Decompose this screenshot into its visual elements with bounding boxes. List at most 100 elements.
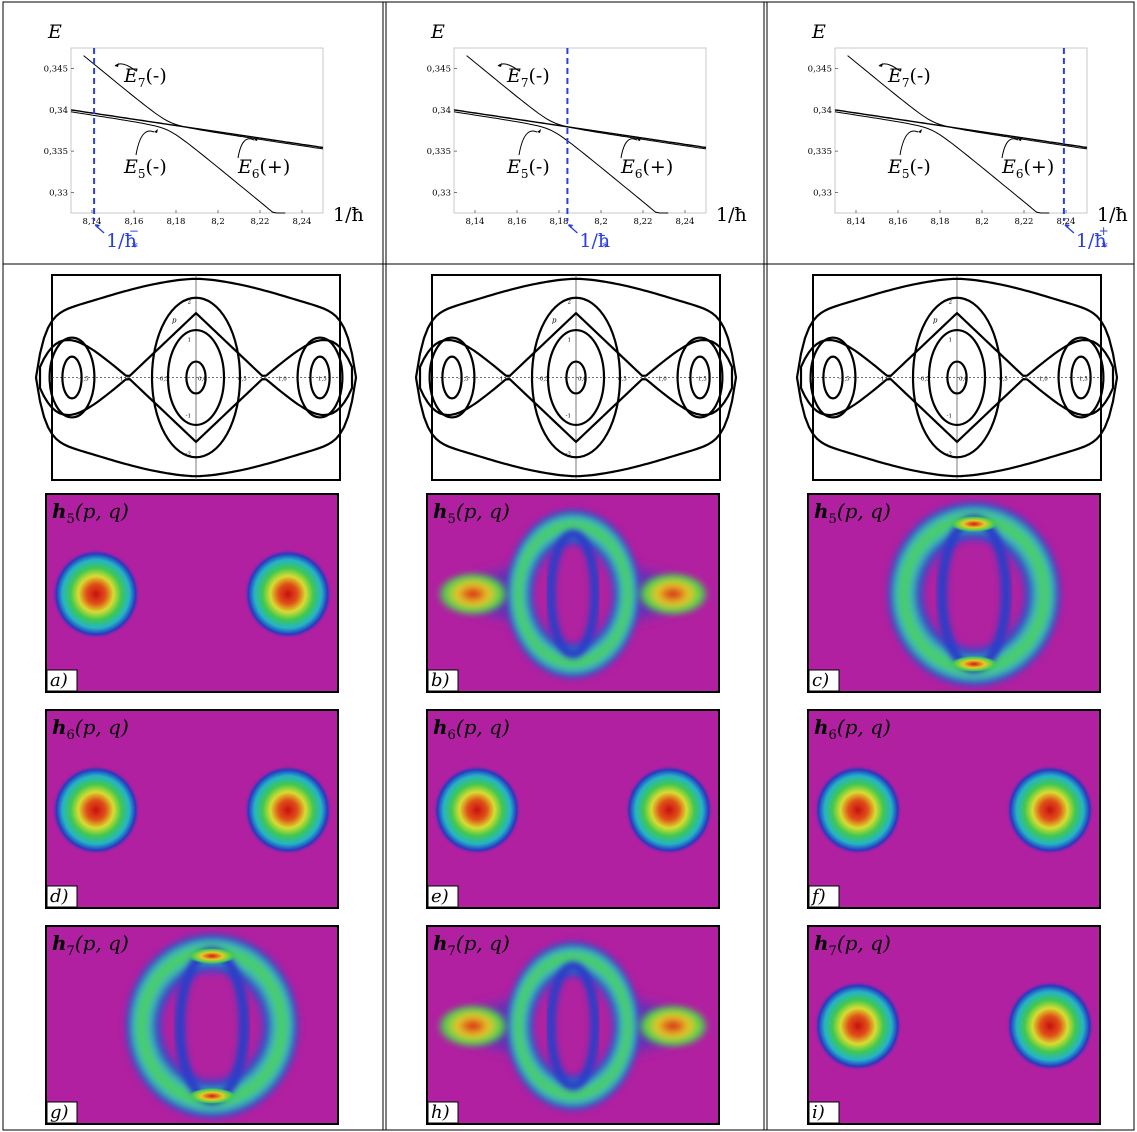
level-label-e5: E5(-) (506, 156, 550, 181)
energy-axis-label: E (47, 21, 62, 43)
husimi-panel-c: h5(p, q) c) (807, 493, 1101, 693)
mixed-side-peak (637, 572, 709, 616)
panel-letter-box (427, 669, 459, 692)
phase-orbit (34, 277, 358, 478)
phase-orbit (48, 336, 96, 419)
p-axis-label: p (172, 316, 177, 324)
turning-point-peak (950, 656, 998, 672)
energy-axis-label: E (430, 21, 445, 43)
y-tick-label: 0,34 (432, 106, 451, 116)
panel-letter: c) (812, 670, 829, 691)
x-tick-label: 8,14 (466, 217, 485, 227)
p-axis-label: p (933, 316, 938, 324)
density-peak (52, 549, 140, 639)
q-tick-label: 0,0 (578, 377, 587, 383)
mixed-side-peak (637, 1004, 709, 1048)
phase-orbit (809, 336, 857, 419)
level-label-e6: E6(+) (237, 156, 290, 181)
phase-orbit (565, 360, 587, 395)
q-tick-label: 1,5 (318, 377, 327, 383)
panel-letter-box (808, 1101, 840, 1124)
q-tick-label: 1,0 (278, 377, 287, 383)
label-arrow (135, 130, 155, 156)
husimi-panel-h: h7(p, q) h) (426, 925, 720, 1125)
energy-level-curve (834, 111, 1050, 214)
q-tick-label: 1,0 (1039, 377, 1048, 383)
husimi-label: h5(p, q) (433, 499, 510, 527)
phase-orbit (61, 355, 83, 400)
y-tick-label: 0,34 (813, 106, 832, 116)
x-tick-label: 8,18 (931, 217, 950, 227)
panel-letter: f) (810, 886, 826, 907)
density-peak (244, 549, 332, 639)
hbar-axis-label: 1/ħ (716, 204, 747, 226)
q-tick-label: -1,5 (839, 377, 850, 383)
panel-letter-box (46, 885, 78, 908)
y-tick-label: 0,345 (808, 65, 832, 75)
q-tick-label: -0,5 (919, 377, 930, 383)
x-tick-label: 8,2 (975, 217, 989, 227)
energy-level-curve (466, 55, 707, 150)
arrow-head (154, 129, 158, 133)
panel-letter: h) (431, 1102, 450, 1123)
phase-orbit (530, 296, 622, 459)
y-tick-label: 0,34 (49, 106, 68, 116)
phase-orbit (38, 311, 354, 444)
critical-hbar-label: 1/ħ− * (106, 224, 139, 254)
energy-level-curve (453, 109, 707, 149)
husimi-panel-d: h6(p, q) d) (45, 709, 339, 909)
density-peak (814, 765, 902, 855)
q-tick-label: 0,0 (198, 377, 207, 383)
y-tick-label: 0,33 (432, 188, 451, 198)
q-tick-label: -1,0 (498, 377, 509, 383)
husimi-panels: h5(p, q) a) h5(p, q) b) h5(p, q) c) h6(p, q) d)… (45, 493, 1101, 1125)
q-tick-label: 0,0 (959, 377, 968, 383)
phase-orbit (418, 311, 734, 444)
panel-letter-box (427, 1101, 459, 1124)
energy-level-curve (70, 109, 324, 149)
level-label-e5: E5(-) (887, 156, 931, 181)
phase-orbit (799, 311, 1115, 444)
arrow-head (254, 137, 258, 141)
plot-frame (453, 47, 707, 214)
mixed-core (546, 961, 600, 1091)
level-label-e7: E7(-) (506, 65, 550, 90)
energy-level-curve (453, 111, 669, 214)
x-tick-label: 8,14 (847, 217, 866, 227)
husimi-panel-e: h6(p, q) e) (426, 709, 720, 909)
arrow-head (1064, 224, 1070, 228)
critical-hbar-label: 1/ħ* (579, 230, 610, 254)
husimi-panel-f: h6(p, q) f) (807, 709, 1101, 909)
q-tick-label: -0,5 (538, 377, 549, 383)
y-tick-label: 0,345 (427, 65, 451, 75)
turning-point-peak (188, 948, 236, 964)
hbar-axis-label: 1/ħ (333, 204, 364, 226)
label-arrow (518, 130, 538, 156)
arrow-head (1018, 137, 1022, 141)
husimi-label: h5(p, q) (52, 499, 129, 527)
x-tick-label: 8,24 (676, 217, 695, 227)
panel-letter-box (808, 669, 840, 692)
phase-portrait-1: -1,5 -1,0 -0,5 0,0 0,5 1,0 1,5 2 1 -1 -2 p (34, 274, 358, 481)
energy-level-curve (847, 55, 1088, 150)
phase-orbit (795, 277, 1119, 478)
x-tick-label: 8,22 (634, 217, 653, 227)
p-axis-label: p (552, 316, 557, 324)
level-label-e6: E6(+) (1001, 156, 1054, 181)
arrow-head (95, 224, 101, 228)
density-peak (1006, 765, 1094, 855)
arrow-head (918, 129, 922, 133)
p-tick-label: 1 (568, 338, 572, 344)
density-peak (52, 765, 140, 855)
q-tick-label: 1,0 (658, 377, 667, 383)
phase-orbit (927, 328, 987, 427)
x-tick-label: 8,24 (293, 217, 312, 227)
husimi-label: h6(p, q) (433, 715, 510, 743)
y-tick-label: 0,345 (44, 65, 68, 75)
p-tick-label: 1 (949, 338, 953, 344)
p-tick-label: 1 (188, 338, 192, 344)
panel-letter-box (46, 669, 78, 692)
husimi-label: h5(p, q) (814, 499, 891, 527)
q-tick-label: 0,5 (618, 377, 627, 383)
energy-panel-1: 8,14 8,16 8,18 8,2 8,22 8,24 0,345 0,34 0,335 0,3… (44, 21, 364, 254)
